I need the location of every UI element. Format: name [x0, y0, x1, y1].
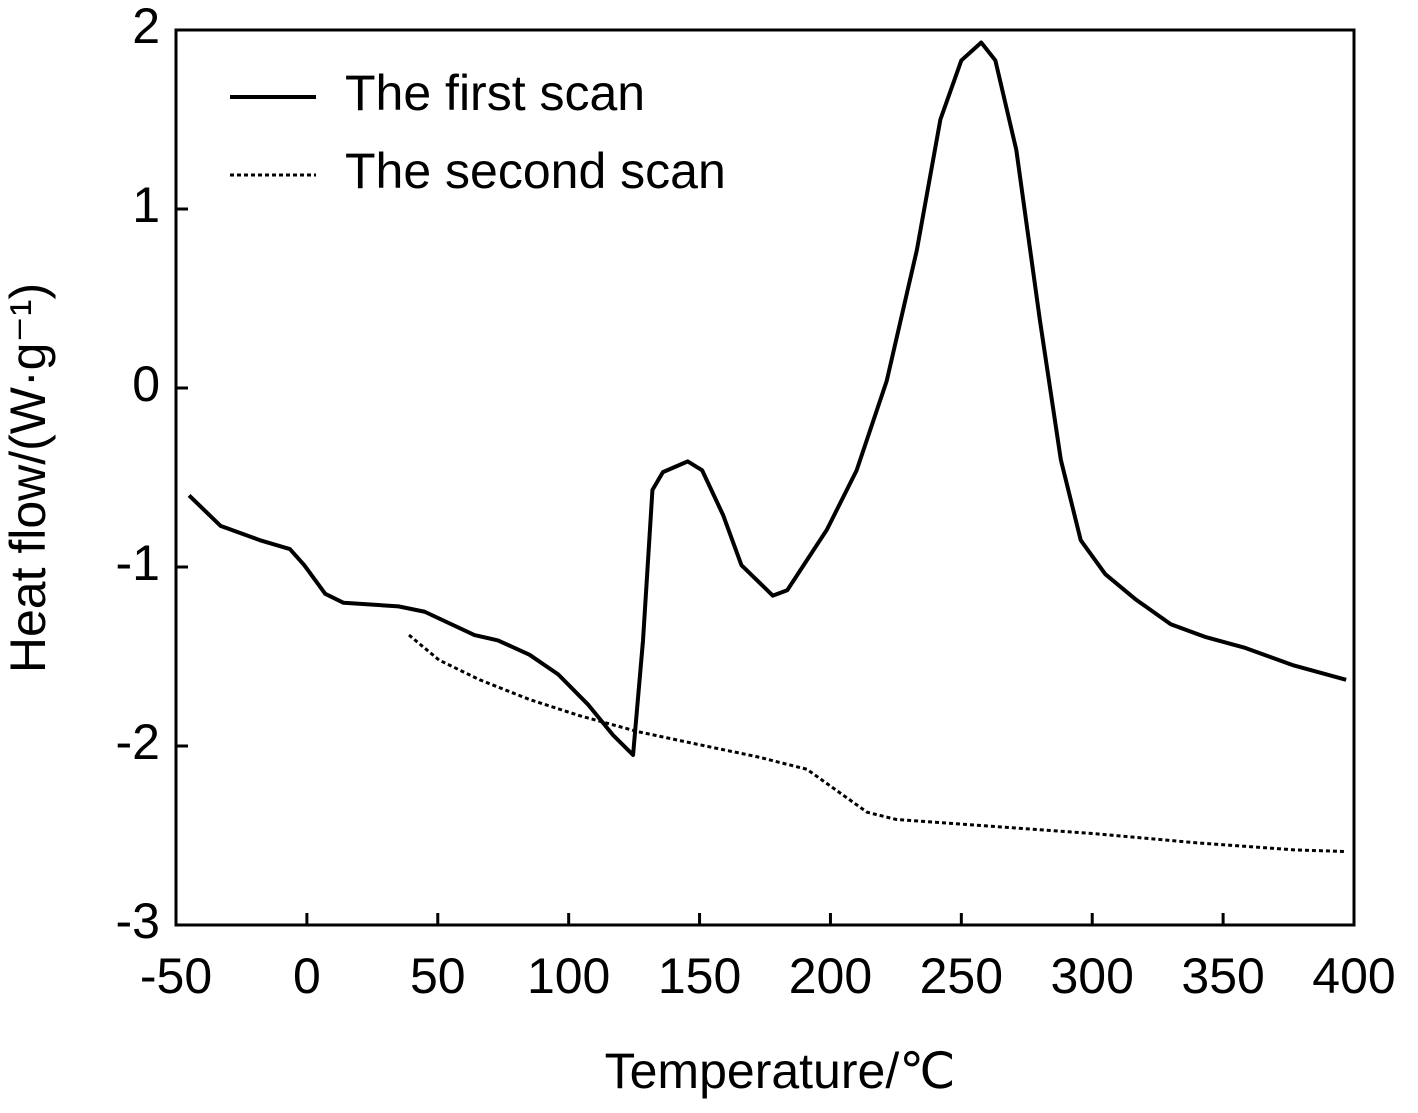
y-tick-label: -2 [116, 714, 160, 770]
x-tick-label: 250 [920, 948, 1003, 1004]
data-line [187, 40, 1347, 757]
x-tick-label: 400 [1312, 948, 1395, 1004]
legend-label: The second scan [345, 143, 726, 199]
y-tick-label: 2 [132, 0, 160, 54]
x-tick-label: 100 [527, 948, 610, 1004]
x-tick-label: 350 [1181, 948, 1264, 1004]
y-axis-label: Heat flow/(W·g⁻¹) [0, 283, 56, 673]
legend-label: The first scan [345, 65, 645, 121]
x-tick-label: 0 [293, 948, 321, 1004]
y-tick-label: -1 [116, 535, 160, 591]
x-tick-label: 50 [410, 948, 466, 1004]
y-tick-label: 0 [132, 356, 160, 412]
x-axis-label: Temperature/℃ [605, 1043, 956, 1099]
y-tick-label: 1 [132, 177, 160, 233]
x-tick-label: 150 [658, 948, 741, 1004]
x-tick-label: 200 [789, 948, 872, 1004]
plot-frame [174, 28, 1356, 927]
x-tick-label: 300 [1051, 948, 1134, 1004]
y-tick-label: -3 [116, 893, 160, 949]
x-tick-label: -50 [140, 948, 212, 1004]
data-line [408, 633, 1347, 854]
